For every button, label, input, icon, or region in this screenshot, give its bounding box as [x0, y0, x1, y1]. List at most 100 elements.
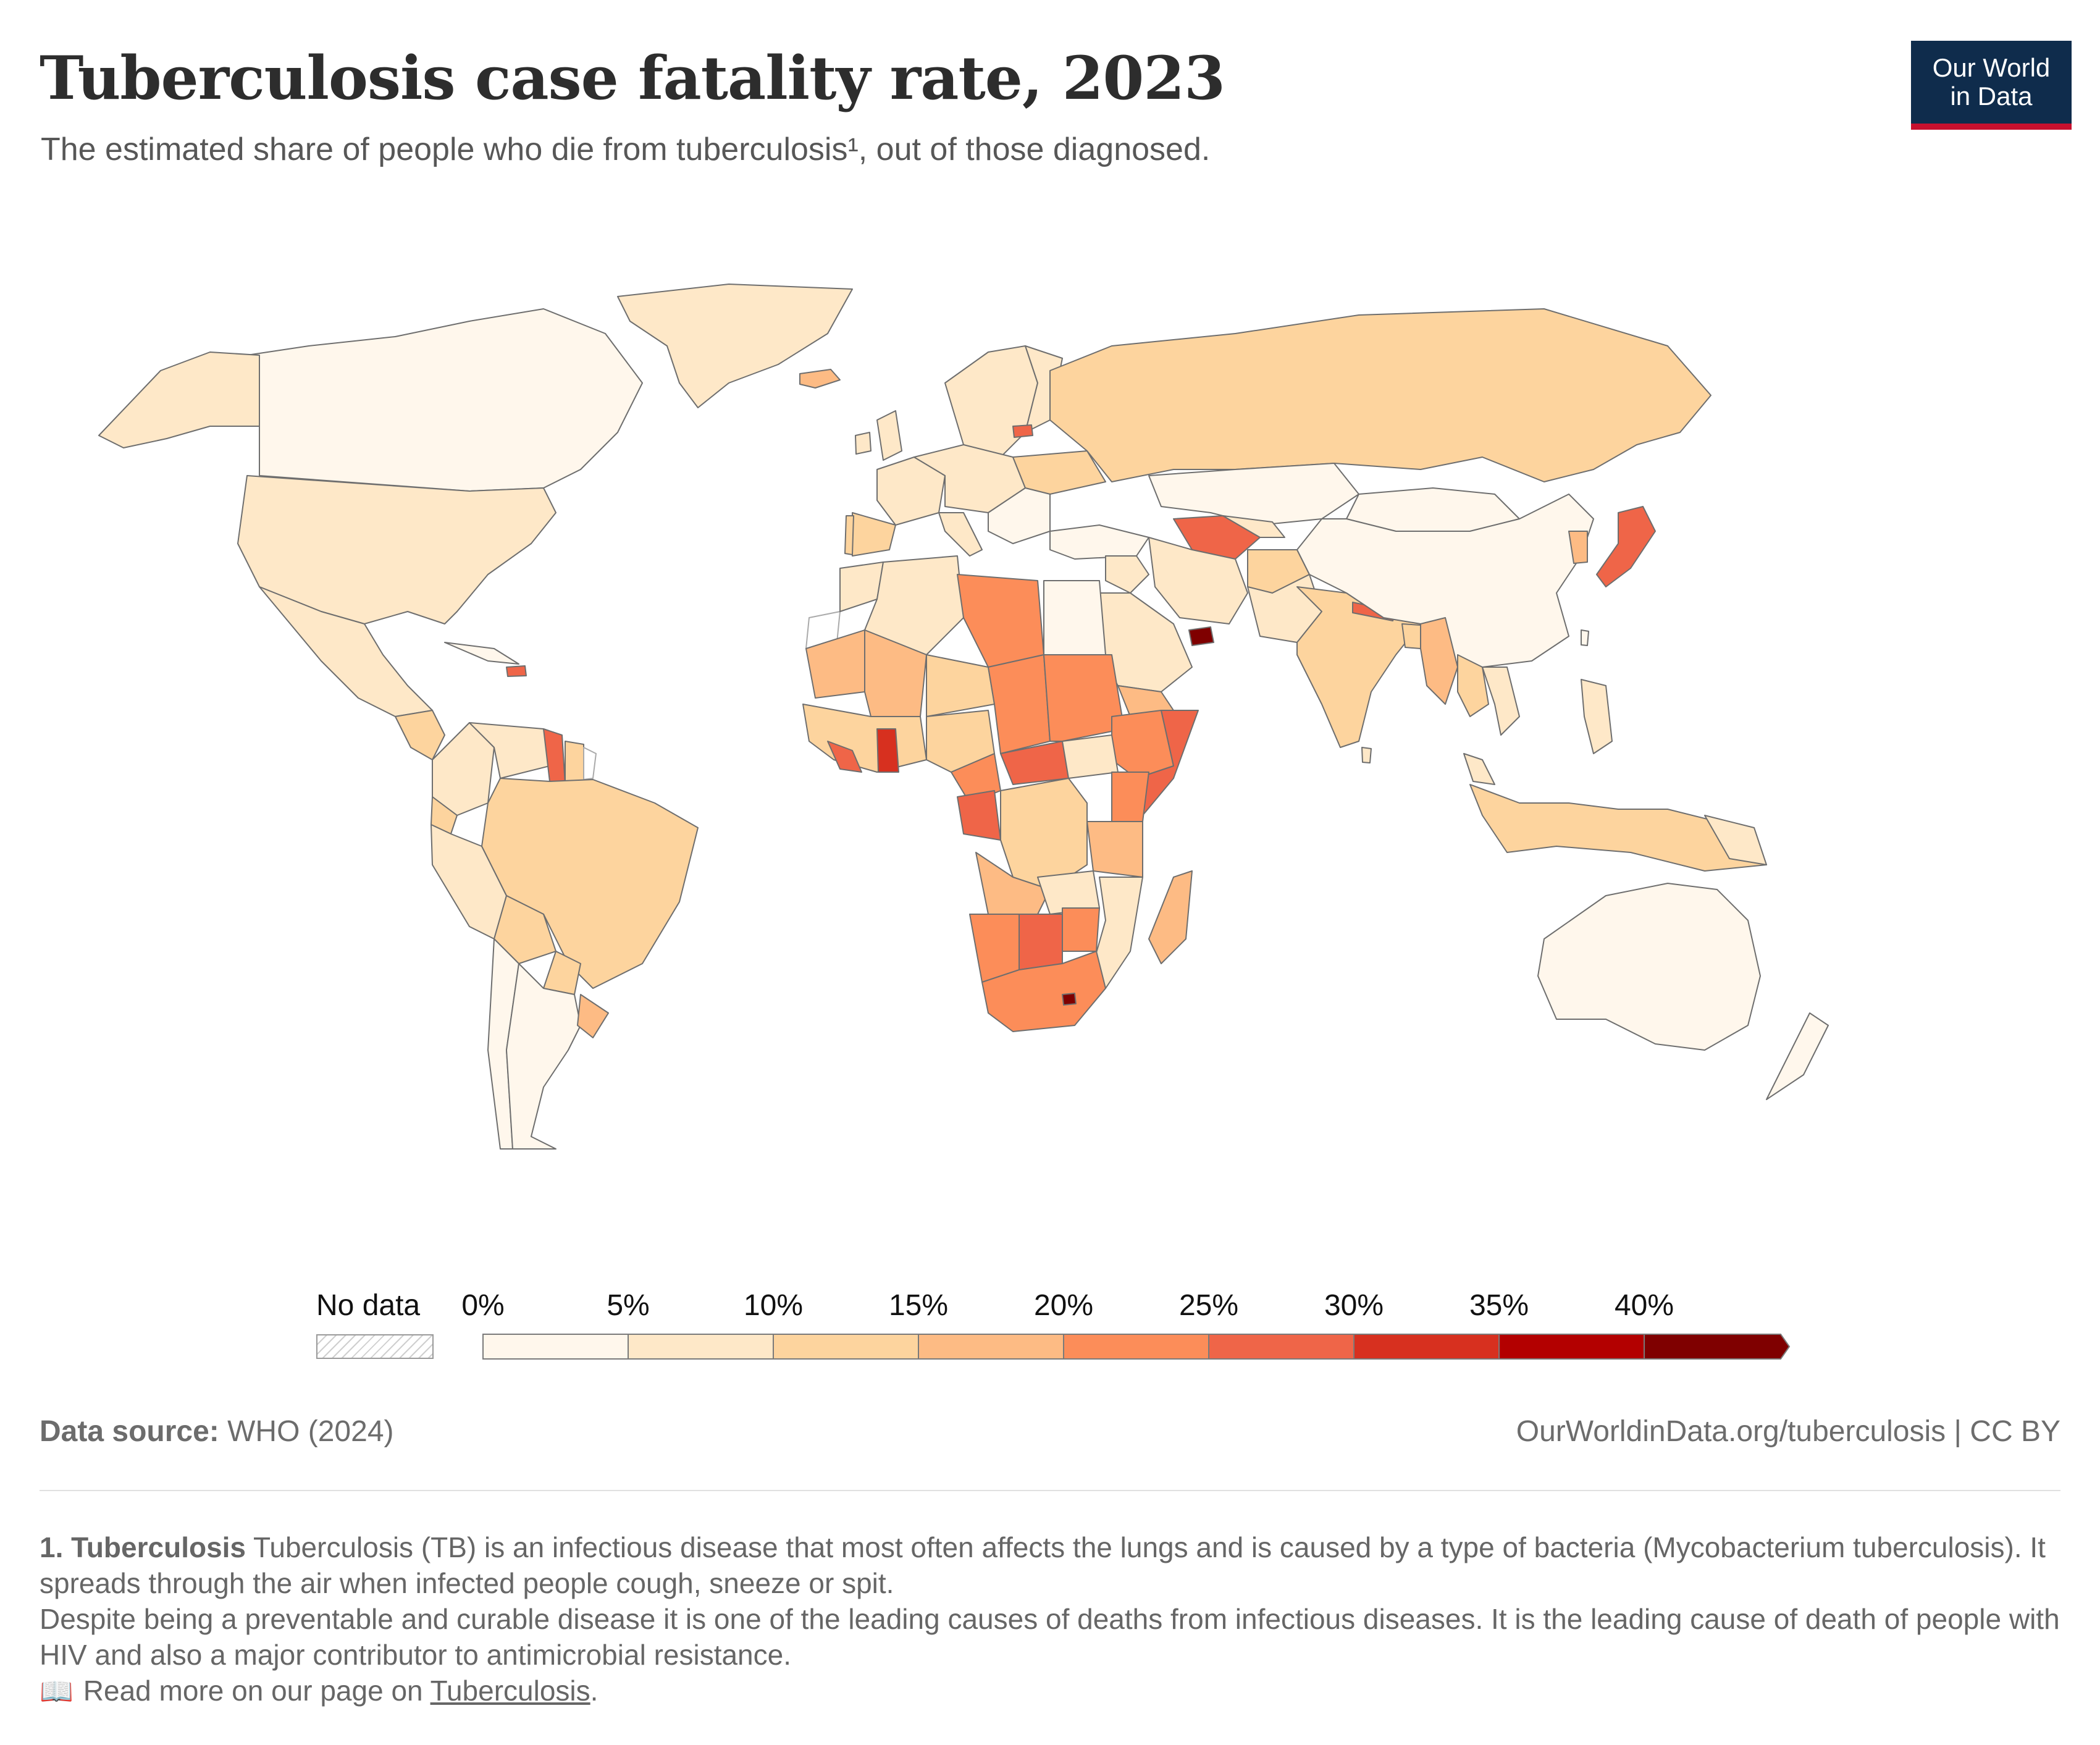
- region-iraq: [1105, 555, 1149, 594]
- region-botswana: [1018, 914, 1063, 970]
- region-philippines: [1581, 679, 1613, 754]
- region-iran: [1148, 537, 1248, 624]
- region-italy: [938, 512, 983, 557]
- legend-bin-8[interactable]: [1644, 1334, 1791, 1360]
- divider: [40, 1490, 2060, 1491]
- region-uk: [876, 410, 902, 461]
- region-greenland: [617, 284, 853, 408]
- region-zimbabwe: [1062, 907, 1100, 952]
- region-ghana: [876, 728, 899, 773]
- owid-logo[interactable]: Our World in Data: [1911, 41, 2072, 130]
- footnote-definition: Tuberculosis (TB) is an infectious disea…: [40, 1531, 2046, 1599]
- region-haiti: [506, 665, 527, 677]
- region-central-america: [395, 710, 445, 760]
- region-uae: [1188, 626, 1214, 646]
- legend-bin-1[interactable]: [628, 1334, 774, 1360]
- legend-tick-label: 5%: [607, 1289, 650, 1322]
- region-ireland: [855, 432, 872, 455]
- legend-tick-label: 30%: [1324, 1289, 1384, 1322]
- region-kenya: [1111, 772, 1149, 822]
- region-malaysia: [1463, 753, 1495, 785]
- region-bangladesh: [1401, 623, 1421, 649]
- region-new-zealand: [1766, 1012, 1829, 1100]
- region-turkey: [1049, 524, 1149, 560]
- region-french-guiana: [583, 747, 597, 780]
- legend-no-data-label: No data: [316, 1289, 421, 1322]
- region-uruguay: [577, 994, 609, 1038]
- read-more-suffix: .: [590, 1675, 598, 1707]
- footnote-1: 1. Tuberculosis Tuberculosis (TB) is an …: [40, 1529, 2065, 1601]
- region-iceland: [799, 369, 841, 389]
- legend-color-scale[interactable]: [0, 1285, 2100, 1371]
- region-argentina: [506, 963, 581, 1150]
- region-png: [1704, 815, 1767, 865]
- footnote-term: 1. Tuberculosis: [40, 1531, 246, 1563]
- region-kazakhstan: [1148, 463, 1359, 526]
- legend-tick-label: 0%: [461, 1289, 505, 1322]
- region-canada: [246, 308, 643, 492]
- legend-no-data-swatch[interactable]: [316, 1334, 434, 1359]
- legend-bin-6[interactable]: [1353, 1334, 1500, 1360]
- read-more-prefix: Read more on our page on: [83, 1675, 423, 1707]
- region-liberia-coast: [827, 741, 862, 773]
- region-chad: [988, 654, 1051, 754]
- region-tanzania: [1086, 821, 1143, 878]
- region-angola: [975, 852, 1051, 915]
- region-egypt: [1043, 580, 1106, 655]
- legend-bin-0[interactable]: [482, 1334, 629, 1360]
- region-guyana: [543, 728, 566, 785]
- data-source: Data source: WHO (2024): [40, 1415, 394, 1449]
- region-spain: [852, 512, 896, 557]
- url-license[interactable]: OurWorldinData.org/tuberculosis | CC BY: [1516, 1415, 2060, 1448]
- region-turkmenistan: [1173, 515, 1261, 560]
- region-south-africa: [981, 951, 1106, 1032]
- region-lesotho: [1062, 993, 1077, 1006]
- region-suriname: [565, 741, 584, 782]
- legend-tick-label: 15%: [888, 1289, 949, 1322]
- legend-bin-2[interactable]: [773, 1334, 919, 1360]
- legend-tick-label: 40%: [1614, 1289, 1674, 1322]
- region-taiwan: [1581, 629, 1589, 646]
- region-australia: [1537, 883, 1761, 1051]
- region-korea: [1568, 531, 1588, 564]
- chart-title: Tuberculosis case fatality rate, 2023: [40, 43, 1225, 113]
- region-china: [1296, 494, 1594, 668]
- region-bolivia: [494, 895, 556, 964]
- legend-bin-7[interactable]: [1498, 1334, 1645, 1360]
- region-alaska: [98, 351, 260, 448]
- data-source-value[interactable]: WHO (2024): [227, 1415, 394, 1448]
- legend-tick-label: 10%: [743, 1289, 804, 1322]
- region-gabon-congo: [957, 790, 1001, 841]
- region-russia: [1049, 308, 1712, 482]
- region-venezuela: [469, 722, 550, 779]
- book-icon: 📖: [40, 1676, 74, 1707]
- region-vietnam: [1482, 666, 1520, 736]
- region-myanmar: [1420, 617, 1458, 705]
- world-map[interactable]: [0, 259, 2100, 1186]
- legend-tick-label: 20%: [1033, 1289, 1094, 1322]
- region-south-sudan: [1062, 734, 1119, 779]
- legend-tick-label: 35%: [1469, 1289, 1529, 1322]
- region-finland: [1025, 345, 1063, 433]
- region-niger: [926, 654, 995, 717]
- footnote-paragraph-2: Despite being a preventable and curable …: [40, 1603, 2060, 1671]
- region-uzbekistan: [1222, 515, 1285, 538]
- region-lithuania: [1012, 424, 1033, 438]
- legend-bin-5[interactable]: [1208, 1334, 1354, 1360]
- region-libya: [957, 574, 1044, 668]
- logo-line-2: in Data: [1950, 82, 2033, 111]
- read-more: 📖 Read more on our page on Tuberculosis.: [40, 1673, 2065, 1710]
- data-source-label: Data source:: [40, 1415, 219, 1448]
- region-caribbean: [444, 642, 519, 665]
- legend: No data 0% 5% 10% 15% 20% 25% 30% 35% 40%: [0, 1285, 2100, 1371]
- region-portugal: [844, 515, 854, 555]
- region-brazil: [481, 778, 699, 989]
- legend-bin-3[interactable]: [918, 1334, 1064, 1360]
- logo-line-1: Our World: [1932, 53, 2051, 82]
- legend-tick-label: 25%: [1178, 1289, 1239, 1322]
- region-thailand: [1457, 654, 1489, 717]
- tuberculosis-link[interactable]: Tuberculosis: [430, 1675, 590, 1707]
- region-japan: [1596, 506, 1656, 587]
- chart-subtitle: The estimated share of people who die fr…: [41, 132, 1211, 167]
- legend-bin-4[interactable]: [1063, 1334, 1209, 1360]
